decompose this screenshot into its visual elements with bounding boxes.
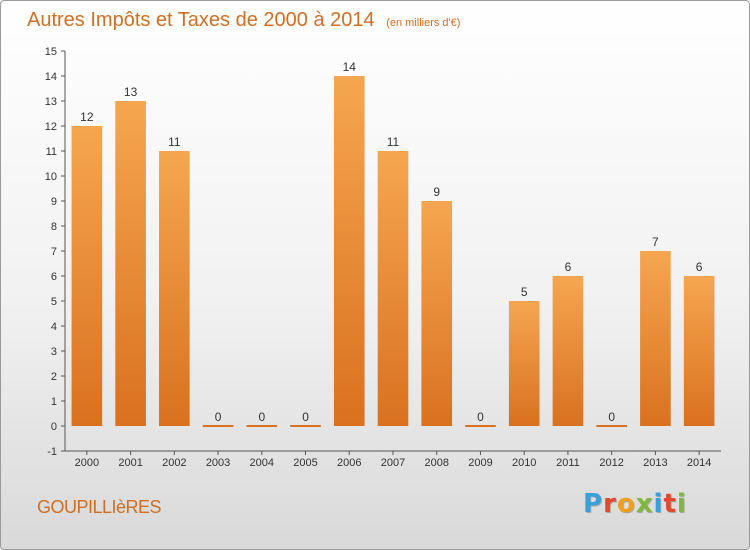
x-tick-label: 2012 (599, 457, 623, 469)
y-tick-label: 13 (45, 96, 57, 108)
bar-value-label: 7 (652, 235, 659, 249)
y-tick-label: 10 (45, 171, 57, 183)
y-tick-label: 14 (45, 71, 57, 83)
bar-value-label: 6 (696, 260, 703, 274)
logo-letter: r (603, 489, 617, 519)
logo-letter: i (676, 489, 687, 519)
logo-letter: x (635, 489, 654, 519)
bar (71, 126, 103, 426)
bar-value-label: 11 (387, 135, 400, 149)
y-tick-label: 8 (51, 221, 57, 233)
x-tick-label: 2010 (512, 457, 536, 469)
y-tick-label: 9 (51, 196, 57, 208)
x-tick-label: 2000 (75, 457, 99, 469)
x-tick-label: 2007 (381, 457, 405, 469)
bar-value-label: 5 (521, 285, 528, 299)
logo-letter: P (583, 489, 604, 519)
bar-value-label: 12 (80, 110, 94, 124)
y-tick-label: 11 (46, 146, 57, 158)
commune-name: GOUPILLIèRES (37, 497, 162, 517)
bar (465, 425, 496, 427)
bar (552, 276, 584, 426)
bar-value-label: 0 (477, 410, 484, 424)
bar-value-label: 13 (124, 85, 138, 99)
x-tick-label: 2001 (118, 457, 142, 469)
bar (683, 276, 715, 426)
title-unit: (en milliers d'€) (386, 17, 461, 29)
y-tick-label: -1 (47, 446, 57, 458)
y-tick-label: 3 (51, 346, 57, 358)
chart-title: Autres Impôts et Taxes de 2000 à 2014 (e… (27, 9, 460, 32)
x-tick-label: 2005 (293, 457, 317, 469)
y-tick-label: 12 (45, 121, 57, 133)
bar (246, 425, 278, 427)
logo-letter: i (653, 489, 664, 519)
bar-value-label: 0 (302, 410, 309, 424)
bar (421, 201, 453, 426)
bar (159, 151, 190, 426)
bar-value-label: 0 (608, 410, 615, 424)
y-tick-label: 4 (51, 321, 57, 333)
x-tick-label: 2011 (556, 457, 580, 469)
x-tick-label: 2004 (250, 457, 274, 469)
bar-value-label: 9 (433, 185, 440, 199)
proxiti-logo[interactable]: Proxiti (583, 489, 687, 519)
y-tick-label: 7 (51, 246, 57, 258)
bar-value-label: 0 (215, 410, 222, 424)
y-tick-label: 15 (45, 46, 57, 58)
x-tick-label: 2002 (162, 457, 186, 469)
y-tick-label: 1 (51, 396, 57, 408)
bar (508, 301, 540, 426)
x-tick-label: 2008 (424, 457, 448, 469)
x-tick-label: 2013 (643, 457, 667, 469)
bar (290, 425, 321, 427)
x-tick-label: 2009 (468, 457, 492, 469)
y-tick-label: 2 (51, 371, 57, 383)
x-tick-label: 2006 (337, 457, 361, 469)
y-tick-label: 6 (51, 271, 57, 283)
y-tick-label: 0 (51, 421, 57, 433)
x-tick-label: 2003 (206, 457, 230, 469)
bar (202, 425, 234, 427)
bar-value-label: 6 (565, 260, 572, 274)
title-text: Autres Impôts et Taxes de 2000 à 2014 (27, 9, 375, 31)
logo-letter: t (663, 489, 677, 519)
x-tick-label: 2014 (687, 457, 711, 469)
bar-value-label: 14 (343, 60, 357, 74)
bar-value-label: 11 (168, 135, 181, 149)
logo-letter: o (616, 489, 636, 519)
bar (377, 151, 409, 426)
bar (333, 76, 365, 426)
y-tick-label: 5 (51, 296, 57, 308)
bar (596, 425, 627, 427)
bar (640, 251, 671, 426)
bar (115, 101, 146, 426)
bar-value-label: 0 (258, 410, 265, 424)
